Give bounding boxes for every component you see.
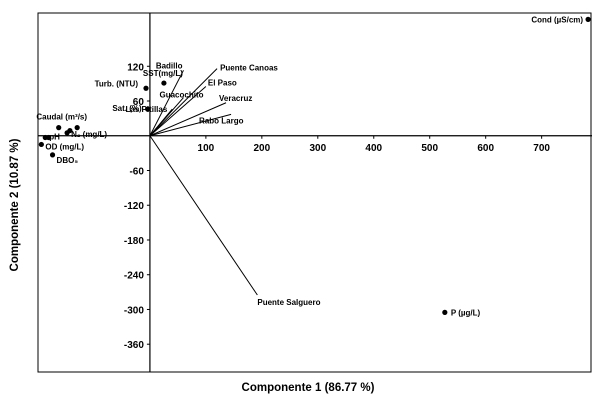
x-tick-label: 700 [533, 143, 550, 154]
site-vector [149, 70, 184, 136]
y-tick-label: -240 [124, 271, 144, 282]
variable-point [585, 16, 591, 22]
x-axis-title: Componente 1 (86.77 %) [242, 382, 375, 394]
site-label: El Paso [208, 79, 237, 88]
site-label: Rabo Largo [199, 116, 244, 125]
y-tick-label: -300 [124, 305, 144, 316]
variable-point [38, 141, 44, 148]
variable-point [46, 134, 52, 141]
site-vector [149, 113, 232, 137]
y-tick-label: -120 [124, 201, 144, 212]
variable-label: pH [49, 132, 60, 141]
site-label: Guacochito [159, 91, 203, 100]
y-axis-title: Componente 2 (10.87 %) [9, 138, 21, 271]
site-vector [149, 102, 227, 137]
variable-point [56, 125, 62, 131]
x-tick-label: 200 [253, 143, 270, 154]
x-tick-label: 400 [365, 143, 382, 154]
site-label: Las Pitillas [126, 105, 168, 114]
x-tick-label: 100 [198, 143, 215, 154]
x-tick-label: 500 [421, 143, 438, 154]
site-label: Badillo [156, 61, 183, 70]
x-tick-label: 300 [309, 143, 326, 154]
y-tick-label: 60 [133, 97, 145, 108]
variable-label: Sat. (%) [112, 104, 142, 113]
site-vector [149, 68, 218, 137]
y-tick-label: -360 [124, 340, 144, 351]
variable-label: Turb. (NTU) [95, 79, 139, 88]
site-vector [149, 135, 258, 296]
variable-point [145, 106, 151, 112]
site-label: Puente Salguero [257, 298, 320, 307]
y-tick-label: -180 [124, 236, 144, 247]
variable-point [161, 80, 167, 86]
variable-label: Caudal (m³/s) [36, 113, 87, 122]
variable-label: P (µg/L) [451, 308, 481, 317]
x-tick-label: 600 [477, 143, 494, 154]
site-vector [149, 86, 207, 137]
y-tick-label: -60 [129, 166, 144, 177]
variable-point [442, 309, 448, 315]
site-label: Veracruz [219, 94, 252, 103]
variable-label: OD (mg/L) [45, 142, 84, 151]
variable-label: DBO₅ [57, 156, 79, 165]
site-label: Puente Canoas [220, 64, 278, 73]
site-vector [149, 108, 173, 137]
y-tick-label: 120 [127, 62, 144, 73]
variable-point [49, 152, 56, 158]
variable-point [74, 125, 80, 131]
plot-frame [37, 12, 592, 373]
variable-point [64, 130, 70, 136]
variable-label: Cond (µS/cm) [531, 15, 583, 24]
variable-point [143, 85, 149, 91]
variable-label: SST(mg/L) [143, 69, 183, 78]
variable-label: N₂ (mg/L) [71, 130, 107, 139]
